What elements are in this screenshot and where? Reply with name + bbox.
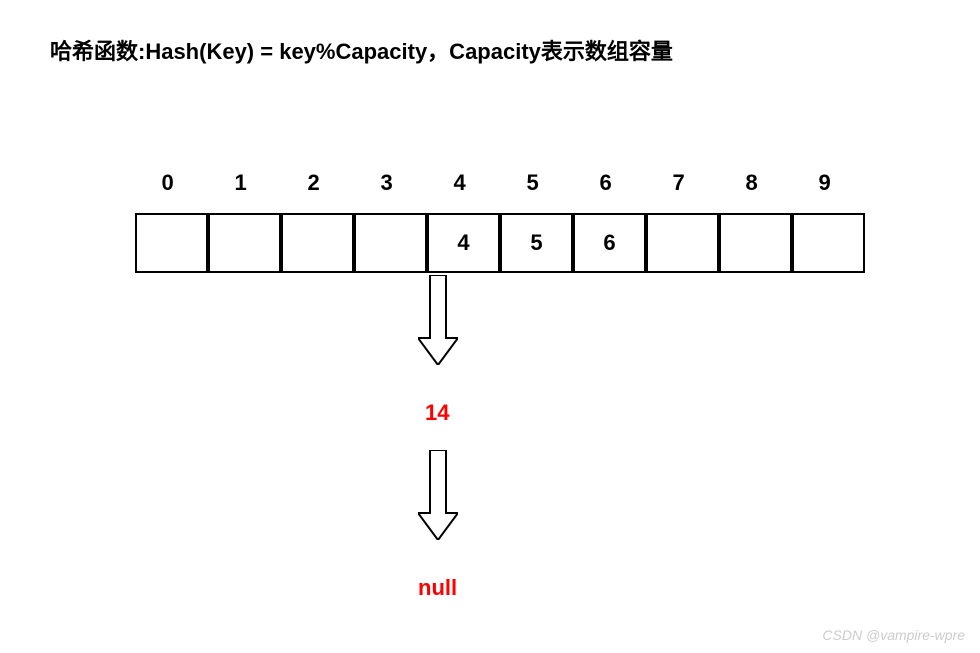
array-cell: 6 [573,213,646,273]
array-cell [646,213,719,273]
array-cell [208,213,281,273]
array-cell: 5 [500,213,573,273]
chain-node: 14 [425,400,449,426]
array-index-label: 7 [673,170,685,196]
array-cell [354,213,427,273]
array-index-label: 3 [381,170,393,196]
array-cell [719,213,792,273]
array-cell: 4 [427,213,500,273]
array-cell [792,213,865,273]
array-index-label: 5 [527,170,539,196]
array-index-label: 0 [162,170,174,196]
array-cell [281,213,354,273]
array-index-label: 8 [746,170,758,196]
array-index-label: 4 [454,170,466,196]
down-arrow [418,275,458,370]
down-arrow [418,450,458,545]
watermark: CSDN @vampire-wpre [822,627,965,643]
chain-node: null [418,575,457,601]
array-cell [135,213,208,273]
array-index-label: 9 [819,170,831,196]
array-index-label: 6 [600,170,612,196]
diagram-title: 哈希函数:Hash(Key) = key%Capacity，Capacity表示… [50,34,673,66]
array-index-label: 2 [308,170,320,196]
array-index-label: 1 [235,170,247,196]
